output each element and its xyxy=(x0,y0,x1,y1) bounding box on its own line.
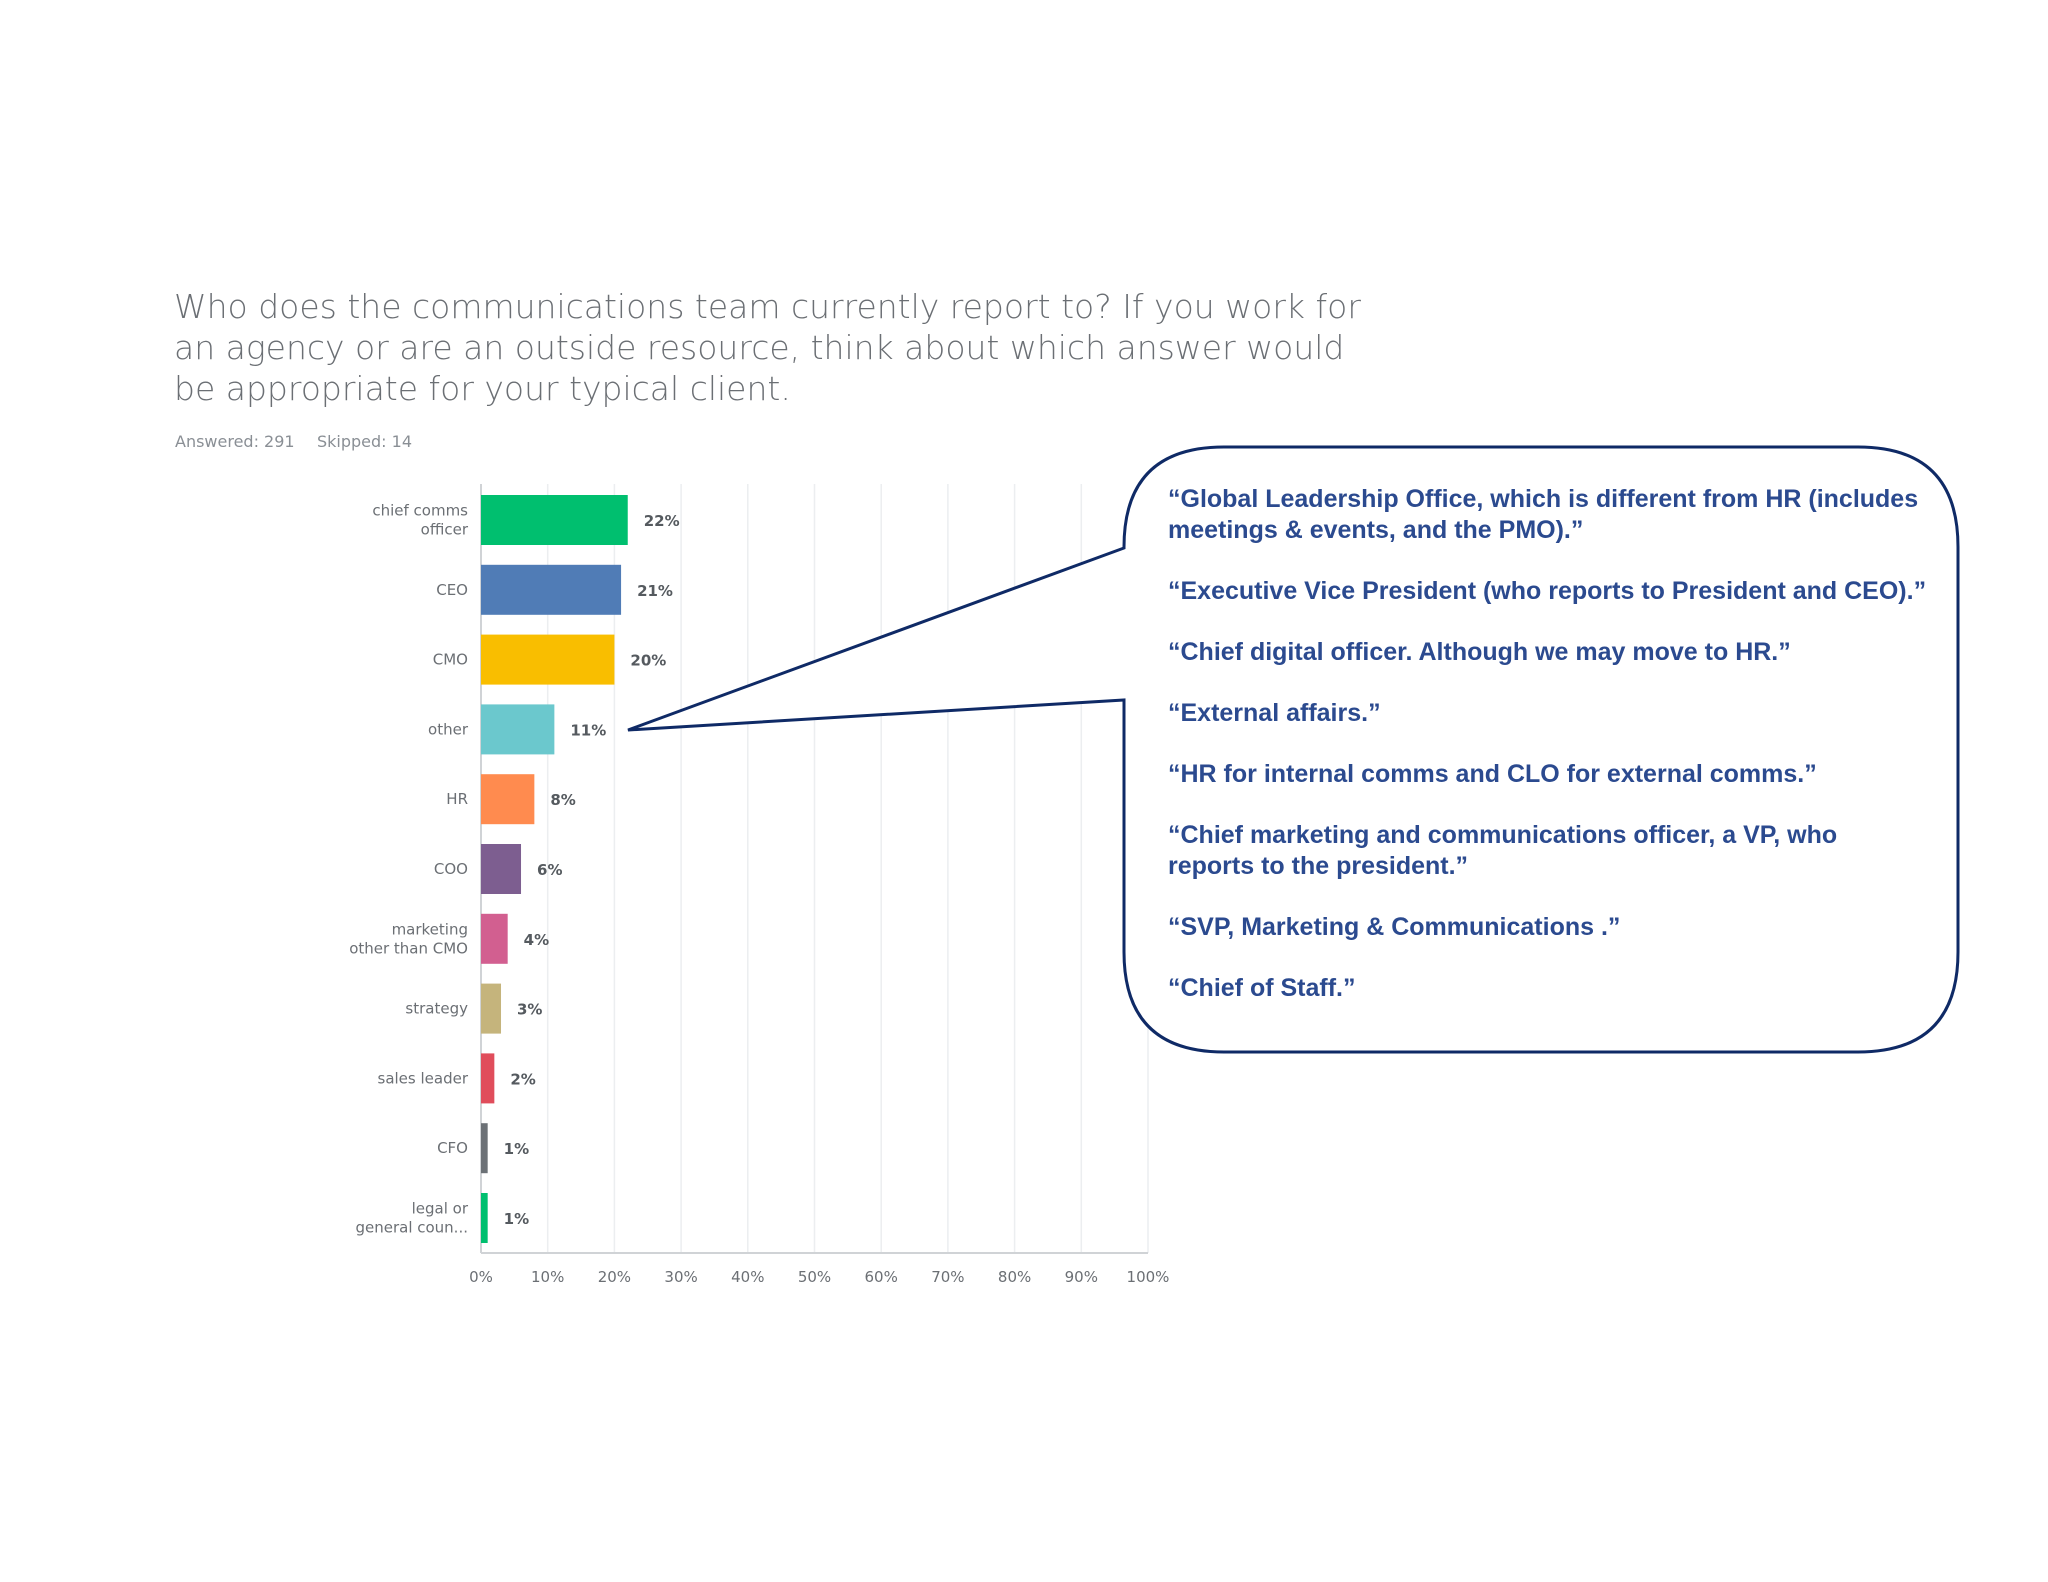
bar xyxy=(481,634,615,685)
category-label: chief comms officer xyxy=(372,502,468,539)
category-label: other xyxy=(428,720,469,738)
skipped-count: Skipped: 14 xyxy=(317,432,413,451)
quote-4: “External affairs.” xyxy=(1168,699,1381,727)
quote-3: “Chief digital officer. Although we may … xyxy=(1168,638,1791,666)
quote-7: “SVP, Marketing & Communications .” xyxy=(1168,913,1621,941)
x-tick-label: 70% xyxy=(931,1268,964,1286)
bar xyxy=(481,704,555,755)
x-tick-label: 90% xyxy=(1065,1268,1098,1286)
bar xyxy=(481,495,628,545)
category-label: COO xyxy=(434,860,468,878)
category-label: HR xyxy=(446,790,468,808)
category-label: marketing other than CMO xyxy=(349,920,468,957)
x-tick-label: 100% xyxy=(1127,1268,1170,1286)
x-tick-label: 80% xyxy=(998,1268,1031,1286)
x-tick-label: 0% xyxy=(469,1268,493,1286)
chart-labels: 0% 10% 20% 30% 40% 50% 60% 70% 80% 90% 100% 22% chie… xyxy=(349,502,1169,1287)
bar xyxy=(481,1123,488,1174)
category-label: CMO xyxy=(433,651,468,669)
data-label: 1% xyxy=(504,1140,529,1158)
bar xyxy=(481,913,508,964)
data-label: 8% xyxy=(550,791,575,809)
data-label: 1% xyxy=(504,1210,529,1228)
x-tick-label: 60% xyxy=(865,1268,898,1286)
data-label: 4% xyxy=(524,931,549,949)
quote-8: “Chief of Staff.” xyxy=(1168,974,1356,1002)
speech-bubble-callout xyxy=(627,445,1960,1054)
quote-6: “Chief marketing and communications offi… xyxy=(1168,821,1838,880)
x-tick-label: 40% xyxy=(731,1268,764,1286)
category-label: strategy xyxy=(405,1000,468,1018)
data-label: 6% xyxy=(537,861,562,879)
answered-count: Answered: 291 xyxy=(175,432,295,451)
data-label: 2% xyxy=(510,1070,535,1088)
bar xyxy=(481,844,522,894)
data-label: 20% xyxy=(630,652,666,670)
question-title: Who does the communications team current… xyxy=(174,287,1361,408)
quote-2: “Executive Vice President (who reports t… xyxy=(1168,577,1927,605)
data-label: 22% xyxy=(644,512,680,530)
category-label: CFO xyxy=(437,1139,468,1157)
x-tick-label: 20% xyxy=(598,1268,631,1286)
chart-bars xyxy=(481,495,628,1243)
bar xyxy=(481,983,502,1034)
callout-quotes: “Global Leadership Office, which is diff… xyxy=(1168,484,1928,1034)
category-label: sales leader xyxy=(378,1069,469,1087)
quote-5: “HR for internal comms and CLO for exter… xyxy=(1168,760,1817,788)
x-tick-label: 10% xyxy=(531,1268,564,1286)
data-label: 3% xyxy=(517,1001,542,1019)
data-label: 11% xyxy=(570,721,606,739)
x-tick-label: 50% xyxy=(798,1268,831,1286)
data-label: 21% xyxy=(637,582,673,600)
category-label: CEO xyxy=(436,581,468,599)
bar xyxy=(481,564,622,615)
bar xyxy=(481,1053,495,1104)
x-tick-label: 30% xyxy=(664,1268,697,1286)
category-label: legal or general coun... xyxy=(355,1200,468,1237)
bar xyxy=(481,774,535,825)
bar xyxy=(481,1193,488,1243)
quote-1: “Global Leadership Office, which is diff… xyxy=(1168,485,1919,544)
